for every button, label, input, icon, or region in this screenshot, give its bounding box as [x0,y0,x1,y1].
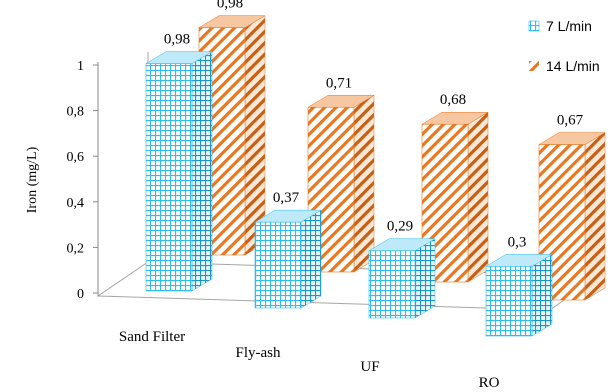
x-tick-label-sand-filter: Sand Filter [119,329,185,345]
y-tick-label: 0,8 [67,105,85,120]
y-tick-label: 0 [77,287,84,302]
y-tick-group: 0 0,2 0,4 0,6 0,8 1 [67,59,98,302]
legend-label-7-lmin: 7 L/min [546,18,592,34]
x-tick-label-ro: RO [479,375,500,391]
bars-group: 0,98 0,98 0,71 0,37 0,68 0,29 0,67 0,3 [145,0,606,337]
y-tick-label: 0,4 [67,196,85,211]
x-tick-group: Sand Filter Fly-ash UF RO [119,329,500,391]
bar-side-face [191,51,213,292]
y-tick-label: 0,6 [67,150,85,165]
bar-side-face [353,94,375,273]
bar-side-face [414,238,436,319]
x-tick-label-uf: UF [360,359,379,375]
legend: 7 L/min 14 L/min [528,18,600,74]
bar-side-face [584,132,606,301]
x-tick-label-fly-ash: Fly-ash [236,345,282,361]
y-tick-label: 0,2 [67,241,85,256]
bar-side-face [467,111,489,283]
bar-7-l-min-uf: 0,29 [368,219,436,319]
bar-side-face [300,209,322,309]
data-label-7-l-min-fly-ash: 0,37 [273,190,300,206]
data-label-14-l-min-sand-filter: 0,98 [217,0,243,12]
bar-side-face [531,253,553,337]
legend-swatch-14-lmin [529,61,539,71]
bar-7-l-min-ro: 0,3 [485,234,553,337]
bar-7-l-min-fly-ash: 0,37 [254,190,322,309]
bar-front-face [368,250,416,319]
y-axis-label: Iron (mg/L) [25,146,40,213]
bar-front-face [254,221,302,309]
y-tick-label: 1 [77,59,84,74]
y-axis: 0 0,2 0,4 0,6 0,8 1 Iron (mg/L) [25,59,99,302]
data-label-14-l-min-ro: 0,67 [557,113,584,129]
data-label-14-l-min-uf: 0,68 [440,92,466,108]
data-label-14-l-min-fly-ash: 0,71 [326,75,352,91]
data-label-7-l-min-ro: 0,3 [508,234,527,250]
bar-7-l-min-sand-filter: 0,98 [145,32,213,292]
bar-front-face [145,63,193,292]
data-label-7-l-min-uf: 0,29 [387,219,413,235]
bar-14-l-min-fly-ash: 0,71 [307,75,375,273]
bar-front-face [485,266,533,337]
legend-label-14-lmin: 14 L/min [546,58,600,74]
legend-swatch-7-lmin [528,20,540,32]
bar-front-face [307,106,355,273]
data-label-7-l-min-sand-filter: 0,98 [164,32,190,48]
